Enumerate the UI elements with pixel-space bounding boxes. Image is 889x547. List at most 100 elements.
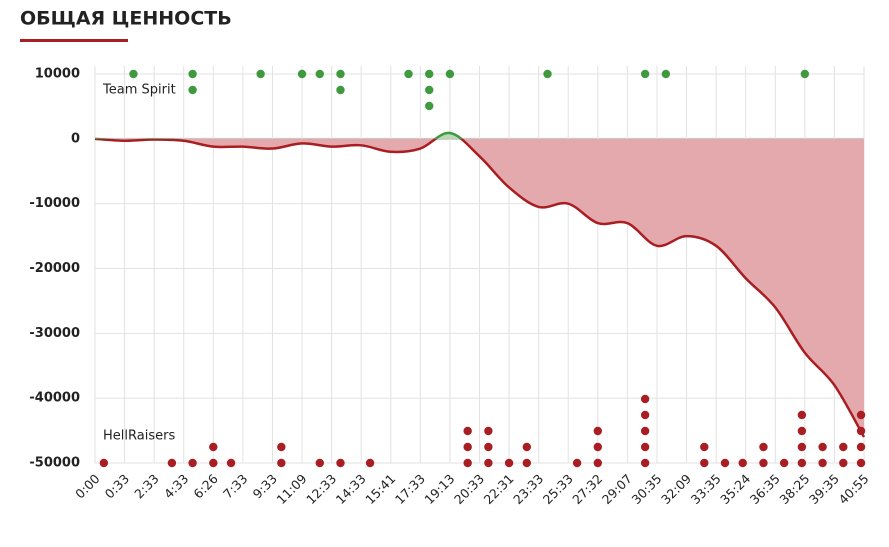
kill-dot (543, 69, 552, 79)
kill-dot (856, 410, 866, 420)
y-tick-label: -30000 (29, 326, 80, 341)
kill-dot (738, 458, 747, 468)
kill-dot (277, 458, 286, 468)
kill-dot (188, 458, 197, 468)
kill-dot (463, 458, 472, 468)
kill-dot (640, 426, 650, 436)
x-tick-label: 29:07 (599, 471, 635, 507)
x-tick-label: 30:35 (628, 471, 664, 507)
x-tick-label: 33:35 (688, 471, 724, 507)
kill-dot (800, 69, 810, 79)
kill-dot (759, 458, 768, 468)
kill-dot (365, 458, 375, 468)
x-tick-label: 32:09 (658, 471, 694, 507)
y-tick-label: -20000 (29, 261, 80, 276)
kill-dot (759, 442, 768, 452)
kill-dot (188, 69, 197, 79)
kill-dot (463, 426, 472, 436)
kill-dot (425, 85, 434, 95)
team-label: Team Spirit (102, 83, 176, 98)
x-tick-label: 40:55 (836, 471, 872, 507)
x-tick-label: 38:25 (776, 471, 812, 507)
x-tick-label: 7:33 (220, 471, 250, 501)
kill-dot (522, 458, 532, 468)
x-tick-label: 2:33 (131, 471, 161, 501)
kill-dot (839, 442, 848, 452)
kill-dot (425, 69, 434, 79)
kill-dot (167, 458, 177, 468)
kill-dot (593, 426, 603, 436)
x-tick-label: 0:33 (102, 471, 132, 501)
kill-dot (336, 458, 345, 468)
kill-dot (593, 442, 603, 452)
kill-dot (797, 426, 807, 436)
kill-dot (484, 426, 493, 436)
kill-dot (640, 69, 650, 79)
kill-dot (188, 85, 197, 95)
x-tick-label: 19:13 (421, 471, 457, 507)
kill-dot (797, 458, 807, 468)
x-tick-label: 6:26 (190, 471, 220, 501)
line-negative (94, 138, 866, 438)
kill-dot (640, 394, 650, 404)
kill-dot (404, 69, 413, 79)
kill-dot (640, 458, 650, 468)
kill-dot (720, 458, 730, 468)
y-tick-label: -40000 (29, 391, 80, 406)
chart-title: ОБЩАЯ ЦЕННОСТЬ (20, 8, 232, 30)
kill-dot (779, 458, 789, 468)
y-tick-label: -10000 (29, 196, 80, 211)
kill-dot (445, 69, 455, 79)
kill-dot (593, 458, 603, 468)
kill-dot (818, 442, 827, 452)
area-negative (95, 138, 864, 438)
kill-dot (277, 442, 286, 452)
x-tick-label: 23:33 (510, 471, 546, 507)
kill-dot (129, 69, 138, 79)
kill-dot (661, 69, 671, 79)
x-tick-label: 27:32 (569, 471, 605, 507)
kill-dot (700, 442, 709, 452)
kill-dot (209, 458, 218, 468)
x-tick-label: 17:33 (392, 471, 428, 507)
kill-dot (856, 442, 866, 452)
y-tick-label: -50000 (29, 456, 80, 471)
kill-dot (315, 458, 324, 468)
x-tick-label: 0:00 (72, 471, 102, 501)
kill-dot (99, 458, 109, 468)
kill-dot (336, 85, 345, 95)
kill-dot (640, 410, 650, 420)
kill-dot (425, 101, 434, 111)
kill-dot (484, 458, 493, 468)
x-tick-label: 12:33 (303, 471, 339, 507)
team-label: HellRaisers (103, 429, 175, 444)
kill-dot (700, 458, 709, 468)
x-tick-label: 35:24 (717, 471, 753, 507)
x-tick-label: 25:33 (540, 471, 576, 507)
kill-dot (572, 458, 582, 468)
x-tick-label: 11:09 (274, 471, 310, 507)
kill-dot (463, 442, 472, 452)
kill-dot (226, 458, 236, 468)
x-tick-label: 20:33 (451, 471, 487, 507)
kill-dot (640, 442, 650, 452)
kill-dot (522, 442, 532, 452)
kill-dot (209, 442, 218, 452)
kill-dot (315, 69, 324, 79)
kill-dot (839, 458, 848, 468)
x-tick-label: 4:33 (161, 471, 191, 501)
x-tick-label: 14:33 (333, 471, 369, 507)
kill-dot (818, 458, 827, 468)
kill-dot (484, 442, 493, 452)
x-tick-label: 39:35 (806, 471, 842, 507)
kill-dot (797, 442, 807, 452)
kill-dot (797, 410, 807, 420)
title-underline (20, 39, 128, 42)
x-tick-label: 22:31 (481, 471, 517, 507)
x-tick-label: 15:41 (362, 471, 398, 507)
kill-dot (856, 426, 866, 436)
x-tick-label: 36:35 (747, 471, 783, 507)
kill-dot (504, 458, 514, 468)
